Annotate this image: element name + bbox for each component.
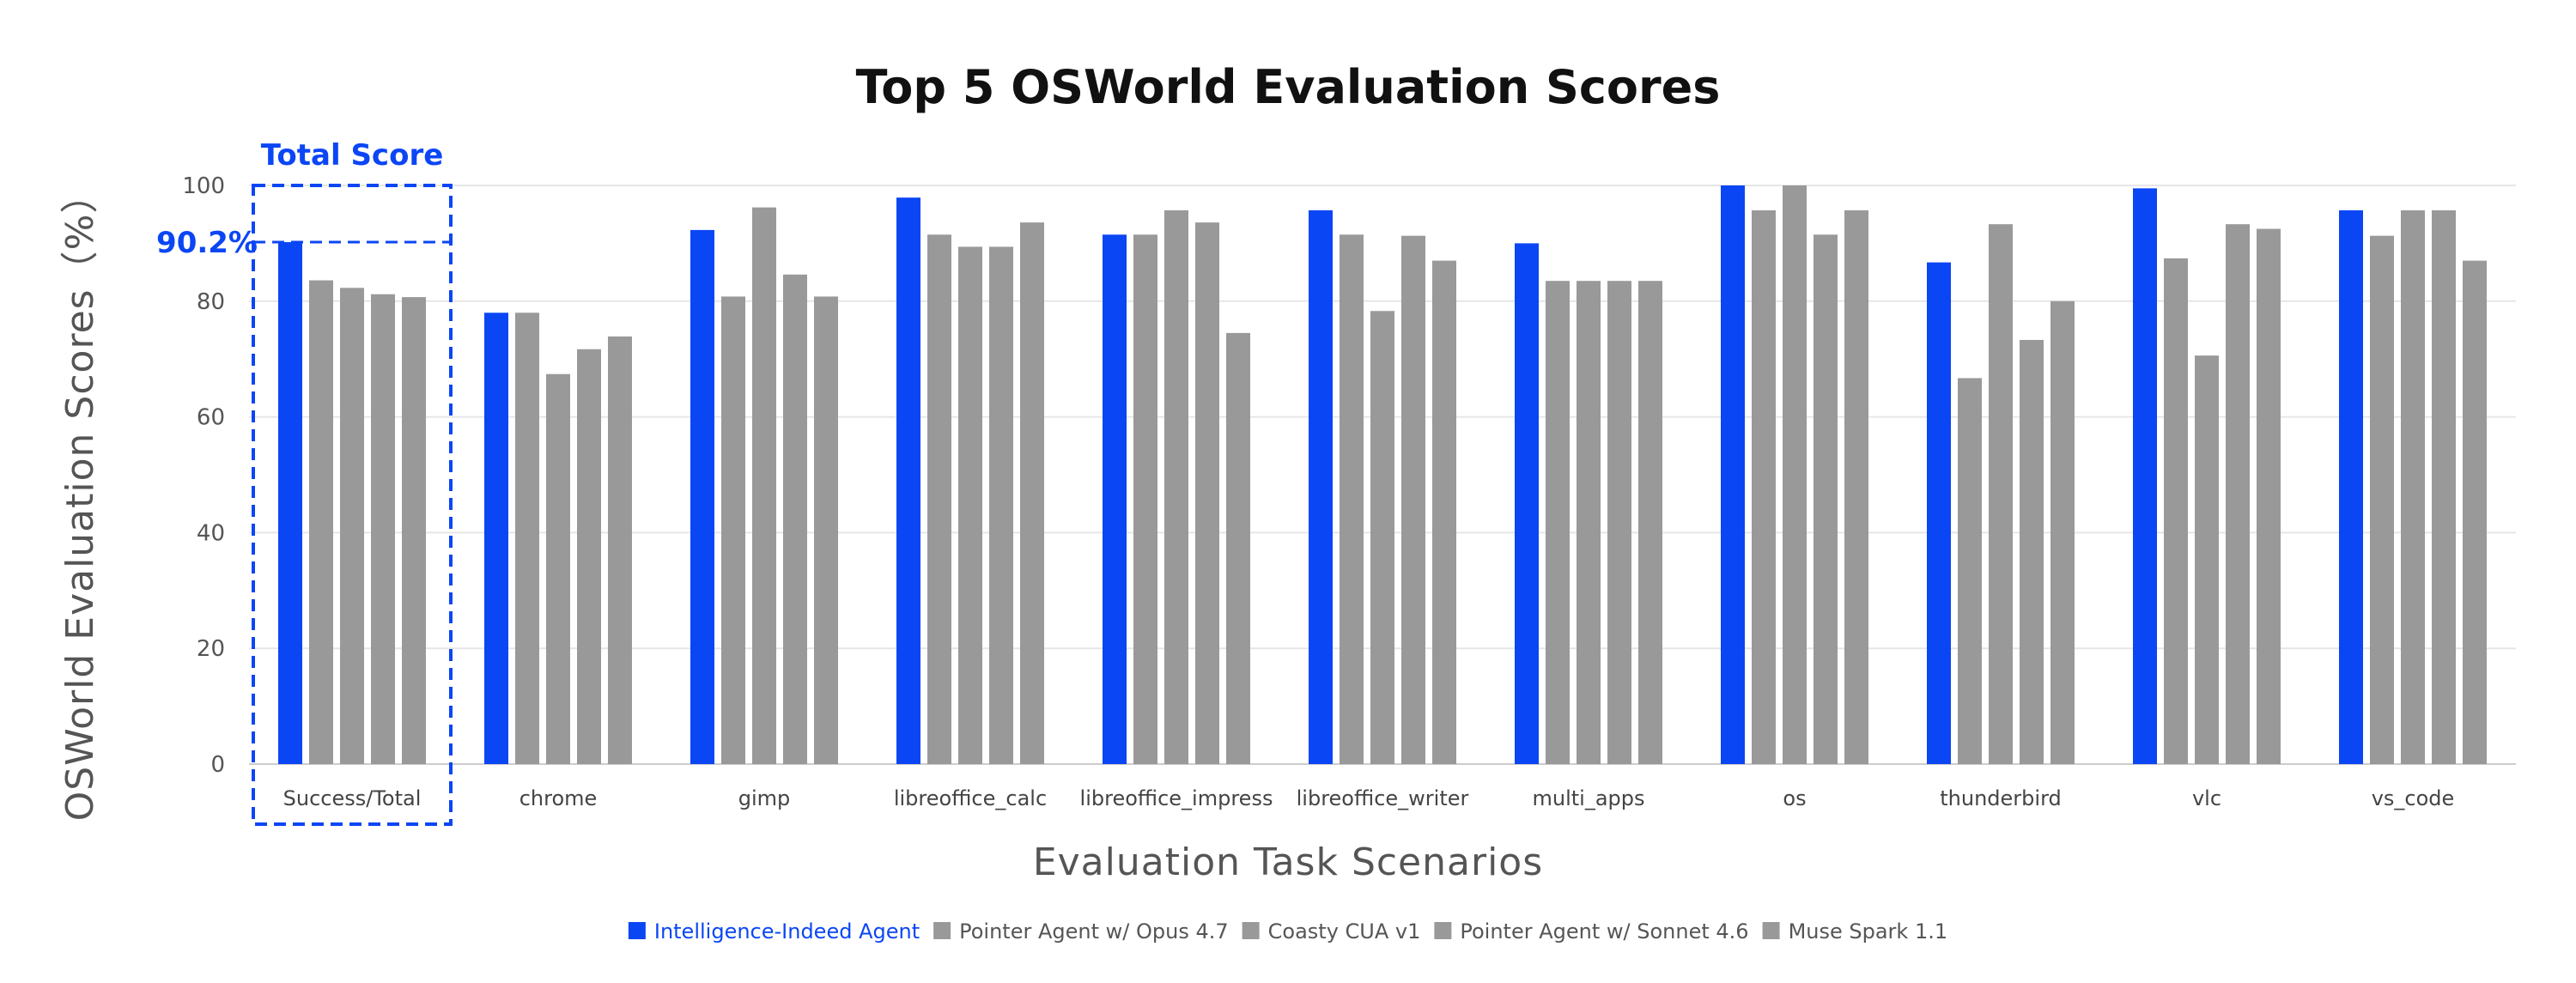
bar [2432,209,2456,764]
bar [1989,224,2013,765]
legend-swatch [933,922,951,939]
bar [927,234,951,764]
bar [1752,209,1776,764]
bar [2195,355,2219,764]
bar [1226,332,1250,764]
legend-item: Intelligence-Indeed Agent [628,919,920,944]
legend-label: Coasty CUA v1 [1268,919,1421,944]
bar [1577,281,1601,765]
bar [2133,188,2157,764]
x-tick-label: libreoffice_calc [894,786,1047,810]
x-tick-label: thunderbird [1940,786,2062,810]
y-tick-label: 80 [197,289,225,315]
bar [1783,185,1807,764]
legend-item: Pointer Agent w/ Opus 4.7 [933,919,1229,944]
y-tick-label: 20 [197,636,225,662]
bar [721,296,745,765]
bar [2020,339,2044,764]
highlight-value: 90.2% [156,226,258,260]
bar [577,349,601,764]
x-tick-labels: Success/Total chrome gimp libreoffice_calc l… [283,786,2455,810]
y-tick-label: 40 [197,520,225,546]
bar [515,312,539,764]
legend-item: Pointer Agent w/ Sonnet 4.6 [1434,919,1749,944]
bar [608,336,632,764]
bar [1607,281,1631,765]
bar [1309,209,1333,764]
legend: Intelligence-Indeed Agent Pointer Agent w… [628,919,1948,944]
x-tick-label: multi_apps [1532,786,1644,810]
bar [2164,258,2188,764]
bar [2401,209,2425,764]
bar [752,207,776,764]
bar [989,246,1013,765]
bar [1020,222,1044,764]
bar [958,246,982,765]
legend-label: Muse Spark 1.1 [1789,919,1948,944]
legend-item: Muse Spark 1.1 [1762,919,1948,944]
bar [278,242,302,764]
legend-swatch [628,922,646,939]
bar [484,312,508,764]
x-tick-label: gimp [738,786,791,810]
bar [2370,235,2394,764]
bar [2339,209,2363,764]
y-axis-label: OSWorld Evaluation Scores（%） [58,175,102,822]
x-tick-label: os [1783,786,1806,810]
bar [1721,185,1745,764]
bar [2050,300,2075,764]
bar [1195,222,1219,764]
bar [1515,243,1539,764]
bar [1638,281,1662,765]
x-tick-label: chrome [519,786,598,810]
bar [1546,281,1570,765]
y-tick-label: 60 [197,405,225,431]
legend-item: Coasty CUA v1 [1242,919,1421,944]
legend-label: Intelligence-Indeed Agent [654,919,920,944]
bar [1844,209,1868,764]
bar [1432,260,1456,764]
x-tick-label: vlc [2192,786,2221,810]
bar [2257,228,2281,764]
bar [2226,224,2250,765]
bar [783,274,807,764]
bar [546,373,570,764]
x-axis-label: Evaluation Task Scenarios [1033,840,1543,884]
bar [1133,234,1157,764]
legend-swatch [1242,922,1260,939]
y-tick-label: 0 [210,752,225,778]
legend-swatch [1434,922,1452,939]
bar [2463,260,2487,764]
bars [278,185,2487,765]
highlight-box [252,184,453,826]
total-score-highlight: Total Score 90.2% [156,138,453,826]
legend-label: Pointer Agent w/ Opus 4.7 [959,919,1229,944]
bar [1401,235,1425,764]
bar [1340,234,1364,764]
x-tick-label: Success/Total [283,786,422,810]
bar [309,280,333,764]
x-tick-label: vs_code [2372,786,2455,810]
highlight-title: Total Score [261,138,444,173]
bar [690,229,714,764]
chart-title: Top 5 OSWorld Evaluation Scores [856,60,1721,114]
bar [1370,311,1394,764]
bar [402,297,426,764]
legend-swatch [1762,922,1780,939]
bar [340,288,364,765]
bar [814,296,838,765]
bar [1164,209,1188,764]
bar [371,294,395,764]
bar [1958,378,1982,764]
x-tick-label: libreoffice_writer [1297,786,1469,810]
bar [1927,262,1951,765]
y-tick-labels: 0 20 40 60 80 100 [182,173,225,778]
y-tick-label: 100 [182,173,225,199]
bar [1814,234,1838,764]
bar [1103,234,1127,764]
x-tick-label: libreoffice_impress [1080,786,1273,810]
legend-label: Pointer Agent w/ Sonnet 4.6 [1460,919,1748,944]
bar [896,197,920,765]
